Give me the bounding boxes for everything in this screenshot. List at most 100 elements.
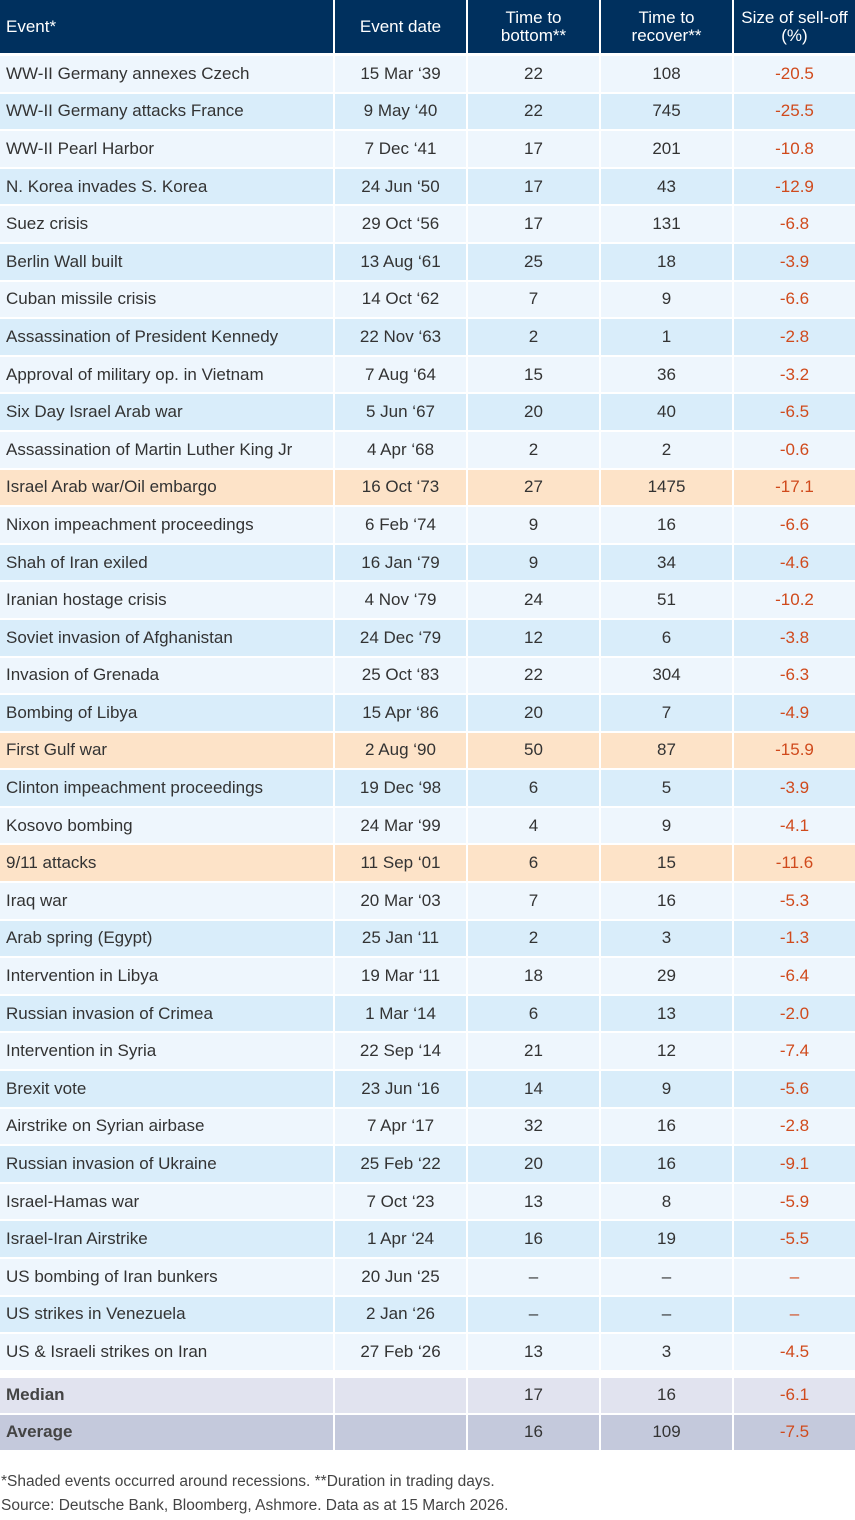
selloff-size: -2.0	[734, 995, 855, 1034]
event-date: 4 Nov ‘79	[335, 582, 466, 620]
event-date: 24 Mar ‘99	[335, 807, 466, 846]
time-to-bottom: 20	[468, 394, 599, 432]
event-date: 6 Feb ‘74	[335, 507, 466, 545]
time-to-bottom: 17	[468, 1377, 599, 1415]
event-date: 16 Oct ‘73	[335, 469, 466, 508]
time-to-bottom: 20	[468, 695, 599, 733]
time-to-bottom: 27	[468, 469, 599, 508]
event-date: 22 Nov ‘63	[335, 319, 466, 357]
event-name: Berlin Wall built	[0, 243, 333, 282]
event-date: 22 Sep ‘14	[335, 1033, 466, 1072]
event-name: Kosovo bombing	[0, 807, 333, 846]
event-name: Assassination of President Kennedy	[0, 319, 333, 357]
table-row: Shah of Iran exiled 16 Jan ‘79 9 34 -4.6	[0, 544, 855, 583]
event-name: Approval of military op. in Vietnam	[0, 356, 333, 395]
table-row: Kosovo bombing 24 Mar ‘99 4 9 -4.1	[0, 807, 855, 846]
time-to-bottom: 21	[468, 1033, 599, 1072]
event-date: 7 Aug ‘64	[335, 356, 466, 395]
event-date: 4 Apr ‘68	[335, 431, 466, 470]
event-date	[335, 1377, 466, 1415]
table-row: Invasion of Grenada 25 Oct ‘83 22 304 -6.3	[0, 657, 855, 696]
event-name: Soviet invasion of Afghanistan	[0, 619, 333, 658]
time-to-recover: 16	[601, 1377, 732, 1415]
event-name: WW-II Germany attacks France	[0, 93, 333, 132]
time-to-bottom: 18	[468, 958, 599, 996]
event-date: 25 Oct ‘83	[335, 657, 466, 696]
table-row: Iraq war 20 Mar ‘03 7 16 -5.3	[0, 883, 855, 921]
time-to-bottom: 6	[468, 845, 599, 884]
time-to-recover: 201	[601, 131, 732, 169]
table-row: Approval of military op. in Vietnam 7 Aug…	[0, 356, 855, 395]
table-row: 9/11 attacks 11 Sep ‘01 6 15 -11.6	[0, 845, 855, 884]
table-row: Assassination of President Kennedy 22 Nov…	[0, 319, 855, 357]
time-to-recover: 12	[601, 1033, 732, 1072]
time-to-bottom: 2	[468, 319, 599, 357]
event-date: 19 Mar ‘11	[335, 958, 466, 996]
time-to-recover: 5	[601, 770, 732, 808]
selloff-size: -6.3	[734, 657, 855, 696]
header-event: Event*	[0, 0, 333, 56]
table-row: Brexit vote 23 Jun ‘16 14 9 -5.6	[0, 1071, 855, 1109]
table-row: Israel-Hamas war 7 Oct ‘23 13 8 -5.9	[0, 1183, 855, 1222]
table-row: WW-II Germany attacks France 9 May ‘40 22 7…	[0, 93, 855, 132]
time-to-bottom: 12	[468, 619, 599, 658]
time-to-recover: 7	[601, 695, 732, 733]
time-to-bottom: 20	[468, 1146, 599, 1184]
selloff-size: -3.9	[734, 770, 855, 808]
event-name: Israel Arab war/Oil embargo	[0, 469, 333, 508]
time-to-bottom: 6	[468, 770, 599, 808]
selloff-size: -1.3	[734, 920, 855, 959]
event-date: 20 Jun ‘25	[335, 1259, 466, 1297]
time-to-bottom: –	[468, 1296, 599, 1335]
event-name: WW-II Pearl Harbor	[0, 131, 333, 169]
time-to-bottom: 50	[468, 732, 599, 771]
selloff-size: -5.6	[734, 1071, 855, 1109]
table-row: Arab spring (Egypt) 25 Jan ‘11 2 3 -1.3	[0, 920, 855, 959]
event-date: 27 Feb ‘26	[335, 1334, 466, 1372]
table-row: Israel-Iran Airstrike 1 Apr ‘24 16 19 -5.5	[0, 1221, 855, 1259]
event-name: Brexit vote	[0, 1071, 333, 1109]
header-event-date: Event date	[335, 0, 466, 56]
selloff-size: –	[734, 1296, 855, 1335]
time-to-recover: 87	[601, 732, 732, 771]
time-to-recover: 9	[601, 1071, 732, 1109]
source-note: Source: Deutsche Bank, Bloomberg, Ashmor…	[1, 1496, 509, 1514]
selloff-size: -4.9	[734, 695, 855, 733]
event-name: Suez crisis	[0, 206, 333, 244]
event-name: Iraq war	[0, 883, 333, 921]
selloff-size: -25.5	[734, 93, 855, 132]
time-to-recover: 29	[601, 958, 732, 996]
selloff-size: -5.9	[734, 1183, 855, 1222]
table-row: WW-II Germany annexes Czech 15 Mar ‘39 22 1…	[0, 56, 855, 94]
time-to-bottom: 16	[468, 1414, 599, 1452]
spacer-row	[0, 1371, 855, 1378]
event-name: Intervention in Libya	[0, 958, 333, 996]
selloff-size: –	[734, 1259, 855, 1297]
event-name: Average	[0, 1414, 333, 1452]
header-size-of-selloff: Size of sell-off (%)	[734, 0, 855, 56]
selloff-size: -4.5	[734, 1334, 855, 1372]
table-row: US bombing of Iran bunkers 20 Jun ‘25– – –	[0, 1259, 855, 1297]
event-date: 16 Jan ‘79	[335, 544, 466, 583]
event-name: Nixon impeachment proceedings	[0, 507, 333, 545]
event-date: 15 Mar ‘39	[335, 56, 466, 94]
selloff-size: -15.9	[734, 732, 855, 771]
event-name: Six Day Israel Arab war	[0, 394, 333, 432]
time-to-recover: 15	[601, 845, 732, 884]
time-to-recover: 13	[601, 995, 732, 1034]
selloff-size: -3.9	[734, 243, 855, 282]
event-date: 7 Apr ‘17	[335, 1108, 466, 1147]
selloff-size: -6.6	[734, 281, 855, 320]
time-to-bottom: –	[468, 1259, 599, 1297]
selloff-size: -11.6	[734, 845, 855, 884]
time-to-bottom: 15	[468, 356, 599, 395]
selloff-size: -5.5	[734, 1221, 855, 1259]
event-name: Russian invasion of Ukraine	[0, 1146, 333, 1184]
event-name: Iranian hostage crisis	[0, 582, 333, 620]
time-to-bottom: 14	[468, 1071, 599, 1109]
event-name: US bombing of Iran bunkers	[0, 1259, 333, 1297]
table-row: Russian invasion of Ukraine 25 Feb ‘22 20 1…	[0, 1146, 855, 1184]
event-name: US & Israeli strikes on Iran	[0, 1334, 333, 1372]
table-row: Six Day Israel Arab war 5 Jun ‘67 20 40 -6.5	[0, 394, 855, 432]
geopolitical-events-table: Event* Event date Time to bottom** Time …	[0, 0, 855, 1452]
